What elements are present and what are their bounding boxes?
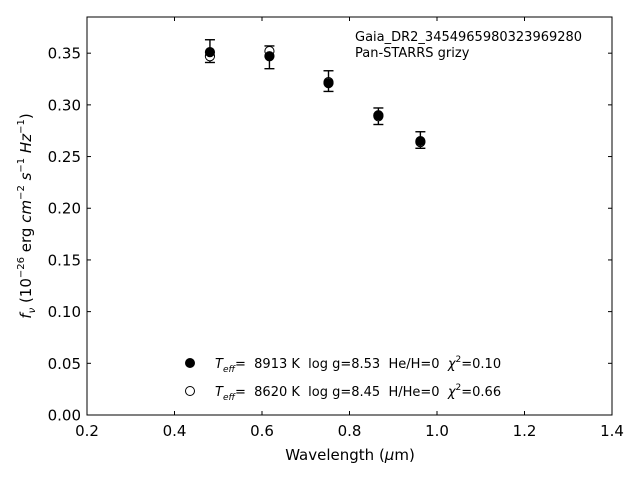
data-point-filled [415, 135, 426, 147]
y-tick-label: 0.20 [48, 200, 81, 218]
x-tick-label: 1.4 [600, 422, 624, 440]
y-tick-label: 0.25 [48, 148, 81, 166]
x-axis-label: Wavelength (μm) [285, 446, 415, 464]
x-tick-label: 1.2 [513, 422, 537, 440]
y-tick-label: 0.15 [48, 251, 81, 269]
data-point-filled [264, 51, 275, 62]
y-tick-label: 0.05 [48, 355, 81, 373]
data-point-filled [373, 110, 384, 121]
legend-marker-filled [185, 358, 195, 368]
y-tick-label: 0.10 [48, 303, 81, 321]
axes [86, 16, 613, 416]
y-axis-label: fν (10−26 erg cm−2 s−1 Hz−1) [16, 113, 38, 318]
data-layer [204, 39, 426, 149]
legend: Teff= 8913 K log g=8.53 He/H=0 χ2=0.10 T… [185, 355, 501, 403]
x-tick-label: 0.6 [250, 422, 274, 440]
annotation-target-name: Gaia_DR2_3454965980323969280 [355, 30, 582, 45]
y-tick-label: 0.35 [48, 45, 81, 63]
x-tick-label: 0.4 [163, 422, 187, 440]
data-point-filled [323, 78, 334, 89]
x-tick-label: 0.2 [75, 422, 99, 440]
x-tick-label: 1.0 [425, 422, 449, 440]
legend-entry-1: Teff= 8913 K log g=8.53 He/H=0 χ2=0.10 [215, 355, 501, 375]
plot-frame [86, 16, 613, 416]
x-tick-label: 0.8 [338, 422, 362, 440]
y-tick-label: 0.30 [48, 96, 81, 114]
ticks: 0.2 0.4 0.6 0.8 1.0 1.2 1.4 0.00 0.05 0.10 0.15 0.2… [48, 17, 624, 440]
legend-marker-open [185, 386, 195, 396]
data-point-filled [204, 47, 216, 58]
annotation-photometry-survey: Pan-STARRS grizy [355, 46, 470, 61]
y-tick-label: 0.00 [48, 407, 81, 425]
legend-entry-2: Teff= 8620 K log g=8.45 H/He=0 χ2=0.66 [215, 383, 501, 403]
